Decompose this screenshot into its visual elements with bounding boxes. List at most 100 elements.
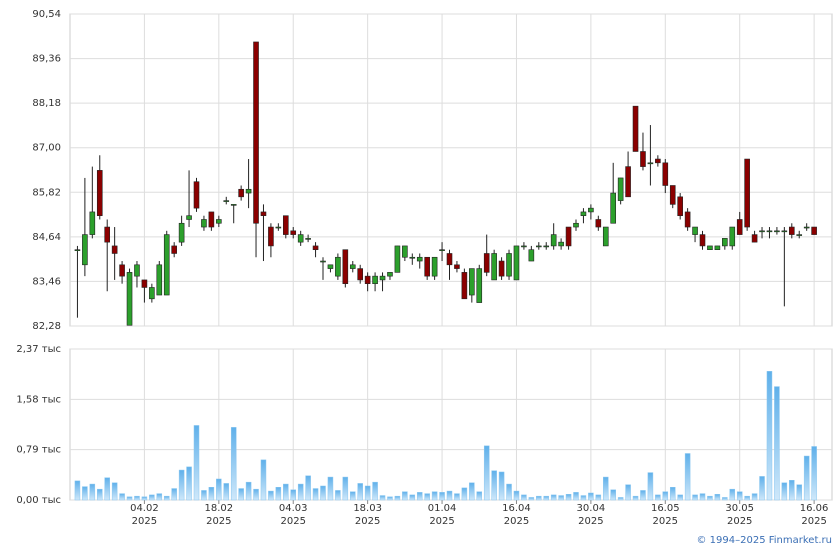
y-tick-label: 85,82 (32, 187, 61, 198)
y2-tick-label: 2,37 тыс (16, 344, 61, 355)
volume-bar (119, 493, 125, 501)
candle-body (729, 226, 736, 247)
volume-bar (588, 492, 594, 501)
volume-bar (335, 490, 341, 501)
y-tick-label: 90,54 (32, 9, 61, 20)
volume-bar (268, 490, 274, 501)
volume-bar (111, 482, 118, 501)
candle-body (216, 219, 222, 224)
volume-bar (498, 471, 505, 501)
candle-body (722, 238, 728, 247)
y-tick-label: 89,36 (32, 54, 61, 65)
volume-bar (714, 494, 721, 501)
candle-body (223, 200, 230, 202)
candle-body (811, 226, 817, 235)
volume-bar (283, 483, 289, 501)
candle-body (320, 260, 326, 263)
candle-body (230, 204, 237, 206)
volume-bar (662, 491, 669, 501)
candle-body (461, 272, 468, 300)
volume-bar (521, 494, 527, 501)
volume-bar (387, 496, 393, 501)
price-frame (69, 13, 833, 327)
candle-body (163, 234, 170, 296)
candle-body (305, 238, 311, 240)
candle-body (744, 158, 750, 228)
candle-body (141, 279, 148, 288)
candle-body (335, 256, 341, 277)
candle-body (149, 287, 155, 300)
candle-body (156, 264, 163, 296)
volume-bar (610, 489, 616, 501)
volume-bar (89, 483, 96, 501)
volume-bar (729, 488, 736, 501)
candle-body (774, 230, 780, 233)
candle-body (751, 234, 758, 243)
candle-body (178, 222, 185, 243)
volume-bar (692, 494, 698, 501)
volume-bar (699, 493, 706, 501)
candle-body (595, 219, 602, 228)
candle-body (134, 264, 140, 277)
candle-body (372, 275, 378, 284)
candle-body (342, 249, 349, 284)
volume-bar (811, 446, 817, 501)
volume-bar (424, 493, 430, 501)
volume-bar (149, 494, 155, 501)
candle-body (521, 245, 527, 248)
candle-body (275, 226, 282, 229)
volume-bar (327, 476, 334, 501)
y2-tick-label: 0,00 тыс (16, 495, 61, 506)
candle-body (796, 234, 803, 236)
volume-bar (134, 495, 140, 501)
candle-body (171, 245, 177, 254)
candle-body (104, 226, 111, 243)
x-tick-label: 04.02 2025 (130, 503, 159, 527)
candle-body (416, 256, 423, 262)
volume-bar (736, 491, 743, 501)
candle-body (431, 256, 438, 277)
volume-bar (364, 485, 371, 501)
candle-body (349, 264, 356, 269)
volume-bar (506, 483, 512, 501)
candle-body (573, 222, 579, 228)
x-tick-label: 04.03 2025 (278, 503, 308, 527)
volume-bar (625, 484, 631, 501)
volume-bar (647, 472, 654, 501)
volume-bar (595, 494, 602, 501)
volume-bar (454, 493, 460, 501)
x-tick-label: 16.06 2025 (799, 503, 829, 527)
volume-bar (97, 488, 103, 501)
candle-body (788, 226, 795, 235)
candle-body (677, 196, 683, 217)
volume-bar (312, 488, 319, 501)
candle-body (662, 162, 669, 186)
candle-body (476, 268, 483, 303)
candle-body (506, 253, 512, 277)
candle-body (297, 234, 304, 243)
volume-bar (223, 483, 230, 501)
volume-bar (208, 487, 215, 501)
candle-body (469, 268, 475, 296)
y-tick-label: 84,64 (32, 232, 61, 243)
volume-bar (201, 490, 207, 501)
volume-bar (476, 491, 483, 501)
volume-bar (245, 481, 252, 501)
volume-bar (372, 481, 378, 501)
candle-body (803, 226, 810, 229)
volume-bar (707, 495, 713, 501)
volume-bar (126, 496, 133, 501)
volume-bar (104, 477, 110, 501)
candle-body (535, 245, 542, 248)
candle-body (699, 234, 706, 247)
volume-bar (513, 490, 520, 501)
candle-body (655, 158, 661, 164)
candle-body (736, 219, 743, 235)
candle-body (692, 226, 698, 235)
candle-body (327, 264, 334, 269)
candle-body (684, 211, 691, 228)
volume-bar (446, 490, 453, 501)
volume-bar (394, 495, 401, 501)
